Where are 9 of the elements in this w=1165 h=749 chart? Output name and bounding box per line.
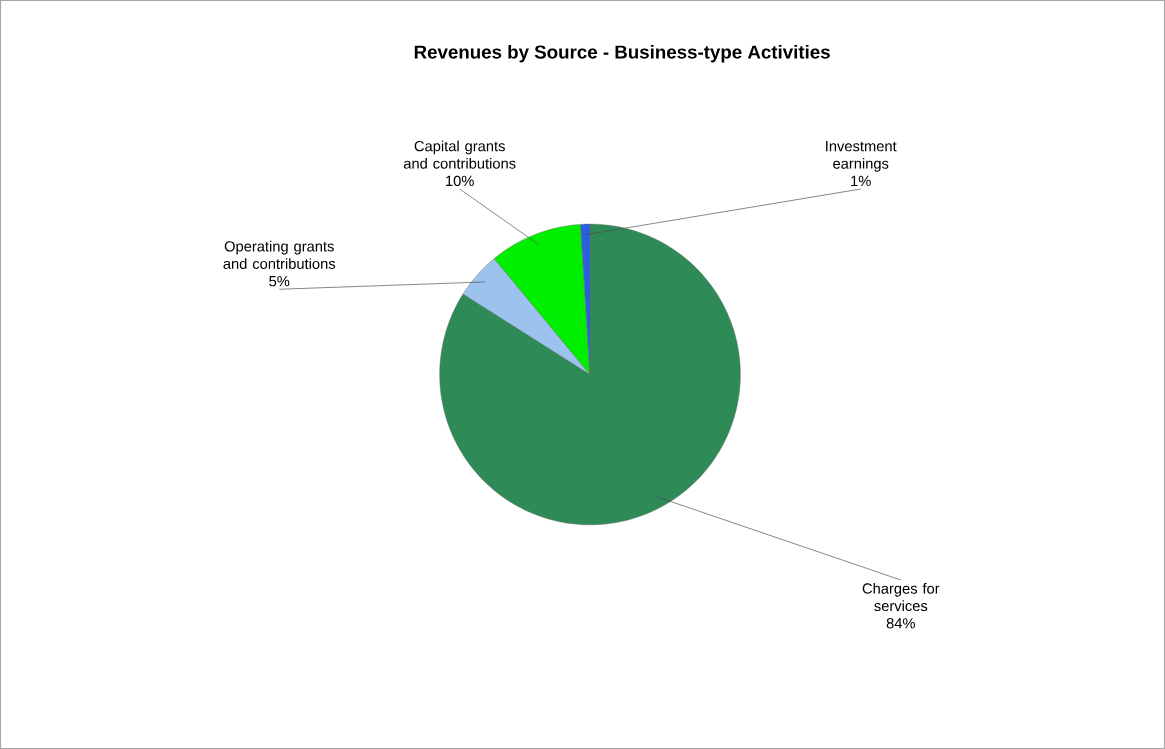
slice-label: Capital grants and contributions bbox=[403, 140, 516, 169]
slice-label: Investment earnings bbox=[826, 141, 897, 172]
data-label: 84% bbox=[886, 618, 915, 629]
data-label: 1% bbox=[851, 175, 871, 187]
data-label: 10% bbox=[446, 175, 474, 187]
slice-label: Operating grants and contributions bbox=[223, 240, 336, 269]
chart-title: Revenues by Source - Business-type Activities bbox=[414, 44, 830, 63]
slice-label: Charges for services bbox=[862, 582, 940, 612]
data-label: 5% bbox=[269, 276, 290, 287]
